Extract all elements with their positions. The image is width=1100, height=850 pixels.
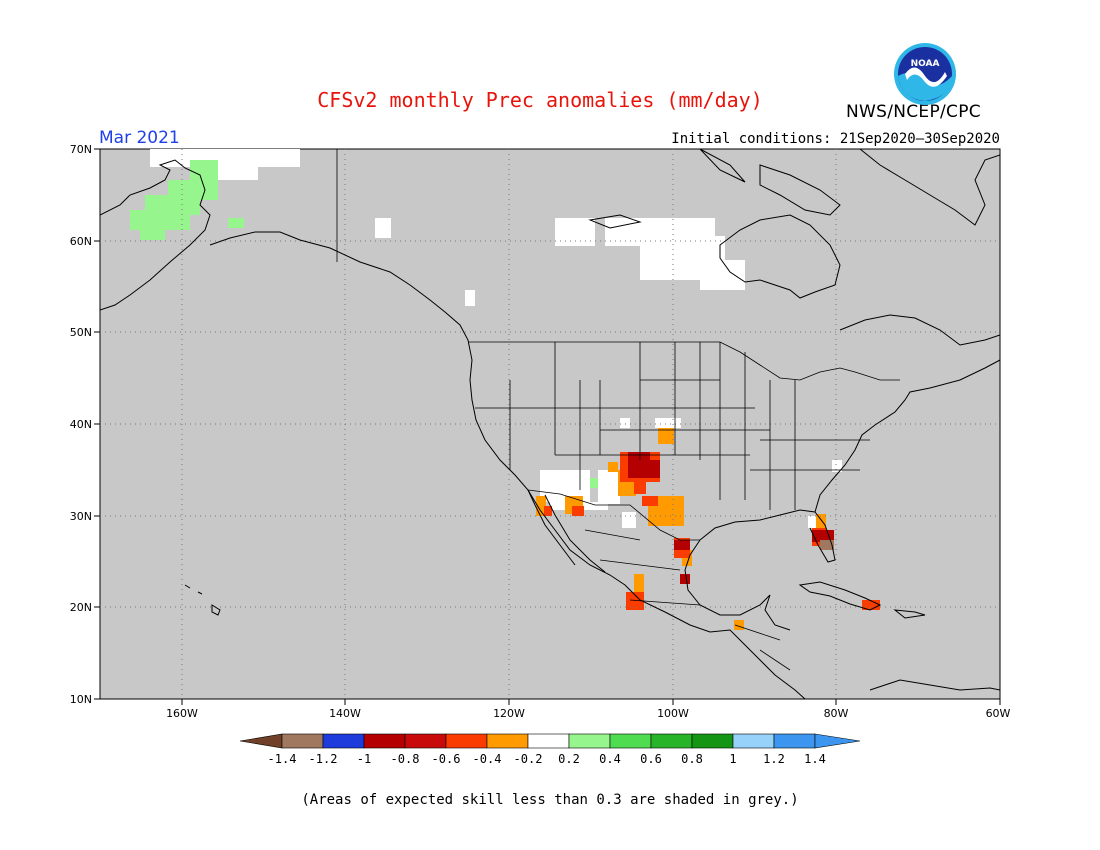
colorbar-tick-label: -1 <box>357 752 371 766</box>
political-borders <box>336 149 900 671</box>
colorbar-swatch <box>404 733 447 749</box>
coastlines <box>100 149 1000 699</box>
colorbar-swatch <box>650 733 693 749</box>
colorbar-tick-label: 0.8 <box>681 752 703 766</box>
colorbar-swatch <box>691 733 734 749</box>
chart-title-text: CFSv2 monthly Prec anomalies (mm/day) <box>317 88 763 112</box>
colorbar-swatch <box>732 733 775 749</box>
lon-label: 60W <box>986 707 1011 720</box>
colorbar: -1.4 -1.2 -1 -0.8 -0.6 -0.4 -0.2 0.2 0.4 0.6 0.8 1 1… <box>239 733 861 766</box>
lon-label: 100W <box>657 707 689 720</box>
lon-label: 160W <box>166 707 198 720</box>
colorbar-boxes <box>281 733 816 749</box>
skill-footnote: (Areas of expected skill less than 0.3 a… <box>0 792 1100 808</box>
colorbar-tick-label: -0.2 <box>514 752 543 766</box>
colorbar-swatch <box>609 733 652 749</box>
longitude-labels: 160W 140W 120W 100W 80W 60W <box>166 707 1010 720</box>
agency-label: NWS/NCEP/CPC <box>846 102 981 122</box>
colorbar-tick-label: 1 <box>729 752 736 766</box>
map-panel <box>94 148 1001 705</box>
logo-text: NOAA <box>911 59 940 69</box>
colorbar-tick-label: 1.4 <box>804 752 826 766</box>
colorbar-labels: -1.4 -1.2 -1 -0.8 -0.6 -0.4 -0.2 0.2 0.4 0.6 0.8 1 1… <box>268 752 826 766</box>
colorbar-tick-label: -1.4 <box>268 752 297 766</box>
lat-label: 50N <box>70 326 92 339</box>
colorbar-swatch <box>363 733 406 749</box>
lat-label: 30N <box>70 510 92 523</box>
colorbar-tick-label: 0.2 <box>558 752 580 766</box>
lon-label: 120W <box>493 707 525 720</box>
colorbar-swatch <box>527 733 570 749</box>
map-gridlines <box>100 149 1000 699</box>
colorbar-tick-label: 0.6 <box>640 752 662 766</box>
colorbar-tick-label: -1.2 <box>309 752 338 766</box>
colorbar-swatch <box>568 733 611 749</box>
anomaly-very-dry-patches <box>820 540 834 550</box>
colorbar-swatch <box>486 733 529 749</box>
colorbar-tick-label: -0.6 <box>432 752 461 766</box>
lat-label: 10N <box>70 693 92 706</box>
latitude-labels: 70N 60N 50N 40N 30N 20N 10N <box>70 143 92 706</box>
chart-title: CFSv2 monthly Prec anomalies (mm/day) <box>0 88 1100 112</box>
colorbar-swatch <box>322 733 365 749</box>
colorbar-swatch <box>773 733 816 749</box>
lon-label: 80W <box>824 707 849 720</box>
anomaly-dry-darkred-patches <box>628 452 834 584</box>
skill-footnote-text: (Areas of expected skill less than 0.3 a… <box>301 792 799 808</box>
noaa-logo-icon: NOAA <box>894 43 956 105</box>
initial-conditions: Initial conditions: 21Sep2020–30Sep2020 <box>671 131 1000 147</box>
lon-label: 140W <box>329 707 361 720</box>
lat-label: 20N <box>70 601 92 614</box>
anomaly-wet-patches <box>130 160 598 488</box>
colorbar-tick-label: 0.4 <box>599 752 621 766</box>
colorbar-right-arrow <box>814 733 861 749</box>
colorbar-tick-label: -0.4 <box>473 752 502 766</box>
colorbar-swatch <box>445 733 488 749</box>
colorbar-tick-label: -0.8 <box>391 752 420 766</box>
lat-label: 60N <box>70 235 92 248</box>
axis-ticks <box>94 148 1001 705</box>
colorbar-swatch <box>281 733 324 749</box>
lat-label: 40N <box>70 418 92 431</box>
lat-label: 70N <box>70 143 92 156</box>
colorbar-left-arrow <box>239 733 283 749</box>
colorbar-tick-label: 1.2 <box>763 752 785 766</box>
forecast-month: Mar 2021 <box>99 128 180 148</box>
anomaly-neutral-patches <box>150 149 842 528</box>
